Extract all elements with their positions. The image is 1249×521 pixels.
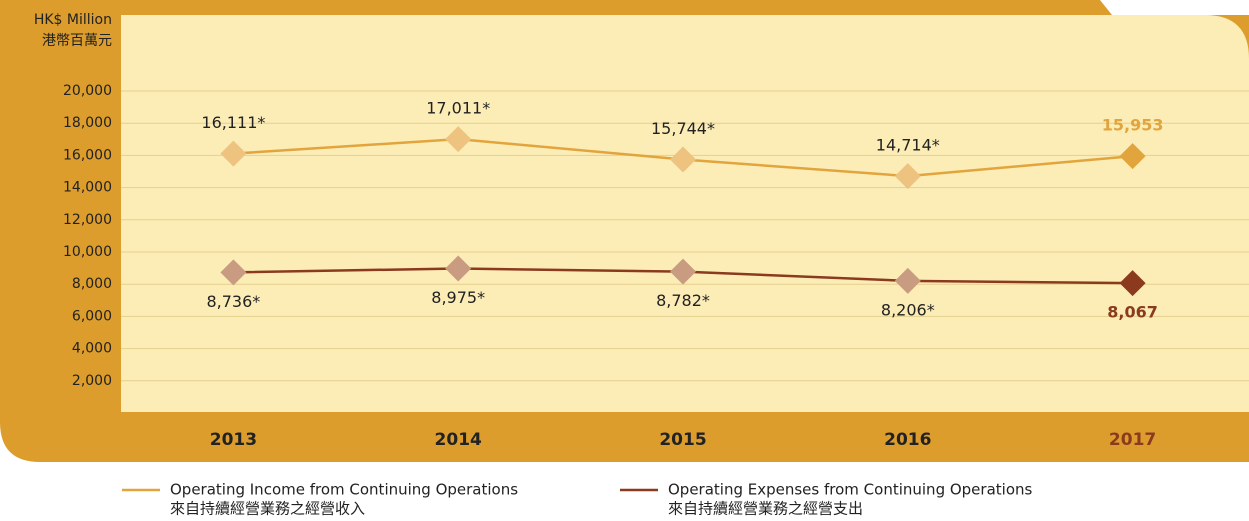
y-tick-label: 18,000 bbox=[63, 115, 112, 131]
data-label: 8,782* bbox=[656, 291, 710, 310]
x-tick-label: 2015 bbox=[659, 430, 706, 450]
plot-area bbox=[121, 15, 1249, 412]
x-tick-label: 2013 bbox=[210, 430, 257, 450]
legend-label: Operating Expenses from Continuing Opera… bbox=[668, 481, 1033, 499]
y-tick-label: 6,000 bbox=[72, 308, 112, 324]
y-axis-label: HK$ Million bbox=[34, 12, 112, 28]
data-label: 8,206* bbox=[881, 300, 935, 319]
y-tick-label: 20,000 bbox=[63, 83, 112, 99]
data-label: 16,111* bbox=[201, 113, 265, 132]
marker bbox=[894, 163, 921, 190]
data-label: 14,714* bbox=[876, 136, 940, 155]
legend-label: Operating Income from Continuing Operati… bbox=[170, 481, 518, 499]
data-label: 8,975* bbox=[431, 288, 485, 307]
marker bbox=[445, 126, 472, 153]
x-tick-label: 2017 bbox=[1109, 430, 1156, 450]
x-tick-label: 2014 bbox=[435, 430, 482, 450]
data-label: 17,011* bbox=[426, 99, 490, 118]
y-tick-label: 2,000 bbox=[72, 373, 112, 389]
marker bbox=[1119, 270, 1146, 297]
marker bbox=[220, 259, 247, 286]
y-tick-label: 12,000 bbox=[63, 212, 112, 228]
y-tick-label: 8,000 bbox=[72, 276, 112, 292]
marker bbox=[670, 258, 696, 285]
marker bbox=[670, 146, 696, 173]
marker bbox=[894, 267, 921, 294]
data-label: 8,736* bbox=[206, 292, 260, 311]
y-tick-label: 4,000 bbox=[72, 341, 112, 357]
data-label: 15,953 bbox=[1102, 116, 1164, 135]
y-tick-label: 14,000 bbox=[63, 180, 112, 196]
data-label: 15,744* bbox=[651, 119, 715, 138]
marker bbox=[1119, 143, 1146, 170]
marker bbox=[445, 255, 472, 282]
marker bbox=[220, 140, 247, 167]
y-axis-label-zh: 港幣百萬元 bbox=[42, 33, 112, 49]
legend-label-zh: 來自持續經營業務之經營收入 bbox=[170, 500, 365, 518]
x-tick-label: 2016 bbox=[884, 430, 931, 450]
y-tick-label: 10,000 bbox=[63, 244, 112, 260]
legend-label-zh: 來自持續經營業務之經營支出 bbox=[668, 500, 863, 518]
y-tick-label: 16,000 bbox=[63, 147, 112, 163]
data-label: 8,067 bbox=[1107, 303, 1158, 322]
